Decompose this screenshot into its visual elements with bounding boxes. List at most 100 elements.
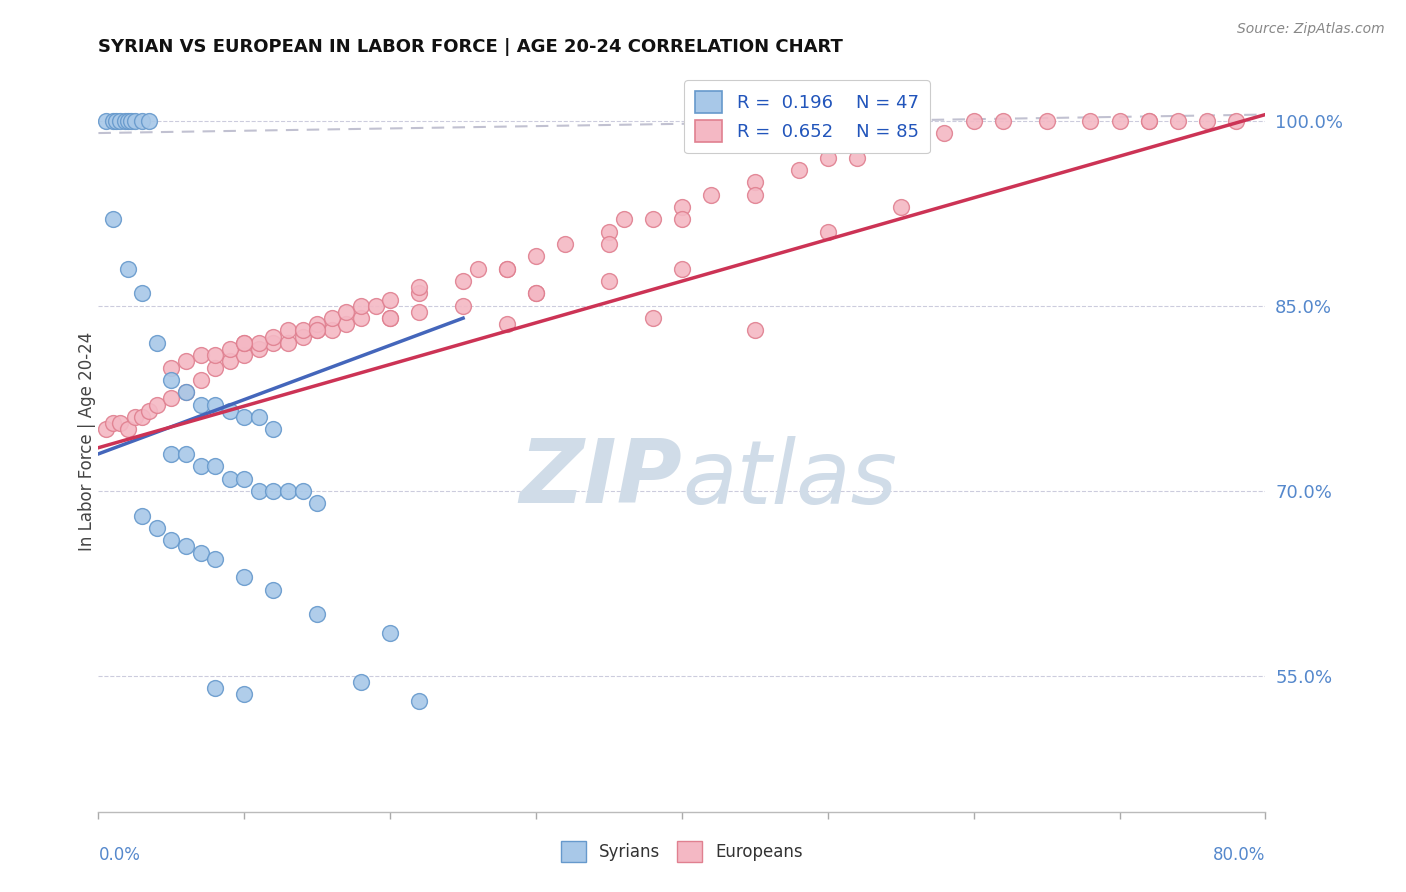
Text: SYRIAN VS EUROPEAN IN LABOR FORCE | AGE 20-24 CORRELATION CHART: SYRIAN VS EUROPEAN IN LABOR FORCE | AGE … — [98, 38, 844, 56]
Point — [131, 113, 153, 128]
Point — [1080, 113, 1102, 128]
Point — [408, 280, 430, 294]
Point — [671, 212, 693, 227]
Point — [277, 323, 299, 337]
Point — [496, 318, 519, 332]
Point — [350, 675, 373, 690]
Point — [131, 286, 153, 301]
Point — [890, 200, 912, 214]
Text: 0.0%: 0.0% — [98, 847, 141, 864]
Point — [174, 447, 197, 461]
Point — [218, 342, 240, 356]
Point — [124, 409, 146, 424]
Point — [277, 483, 299, 498]
Point — [598, 225, 620, 239]
Point — [94, 422, 117, 436]
Point — [263, 422, 285, 436]
Point — [247, 483, 270, 498]
Point — [787, 163, 810, 178]
Point — [174, 385, 197, 400]
Point — [233, 335, 256, 350]
Point — [104, 113, 127, 128]
Point — [131, 508, 153, 523]
Point — [524, 249, 547, 263]
Point — [233, 688, 256, 702]
Point — [846, 151, 869, 165]
Legend: Syrians, Europeans: Syrians, Europeans — [553, 833, 811, 870]
Point — [817, 151, 839, 165]
Point — [160, 360, 183, 375]
Point — [1108, 113, 1130, 128]
Point — [408, 286, 430, 301]
Point — [496, 261, 519, 276]
Point — [744, 175, 766, 190]
Point — [1197, 113, 1219, 128]
Point — [817, 225, 839, 239]
Point — [204, 397, 226, 411]
Point — [263, 329, 285, 343]
Point — [146, 397, 169, 411]
Point — [190, 348, 212, 362]
Point — [204, 459, 226, 474]
Point — [321, 323, 343, 337]
Point — [671, 261, 693, 276]
Point — [598, 274, 620, 288]
Point — [335, 318, 357, 332]
Point — [218, 471, 240, 485]
Point — [160, 392, 183, 406]
Text: ZIP: ZIP — [519, 435, 682, 522]
Point — [120, 113, 142, 128]
Point — [380, 311, 402, 326]
Point — [307, 496, 329, 510]
Point — [138, 403, 160, 417]
Point — [671, 200, 693, 214]
Text: atlas: atlas — [682, 435, 897, 522]
Point — [307, 323, 329, 337]
Point — [94, 113, 117, 128]
Point — [307, 318, 329, 332]
Point — [138, 113, 160, 128]
Point — [496, 261, 519, 276]
Point — [744, 323, 766, 337]
Point — [451, 299, 474, 313]
Point — [247, 335, 270, 350]
Point — [307, 323, 329, 337]
Point — [321, 311, 343, 326]
Point — [307, 607, 329, 622]
Point — [613, 212, 636, 227]
Point — [204, 360, 226, 375]
Point — [174, 540, 197, 554]
Point — [204, 681, 226, 696]
Point — [174, 354, 197, 368]
Point — [380, 311, 402, 326]
Point — [160, 373, 183, 387]
Point — [233, 471, 256, 485]
Point — [524, 286, 547, 301]
Point — [277, 335, 299, 350]
Point — [350, 299, 373, 313]
Point — [641, 311, 664, 326]
Point — [218, 403, 240, 417]
Point — [1137, 113, 1160, 128]
Point — [233, 348, 256, 362]
Point — [598, 237, 620, 252]
Point — [146, 335, 169, 350]
Point — [146, 521, 169, 535]
Point — [131, 409, 153, 424]
Point — [291, 483, 314, 498]
Point — [101, 416, 124, 430]
Point — [408, 305, 430, 319]
Point — [890, 132, 912, 146]
Point — [110, 416, 132, 430]
Point — [190, 459, 212, 474]
Point — [233, 335, 256, 350]
Point — [117, 113, 139, 128]
Point — [408, 694, 430, 708]
Point — [174, 385, 197, 400]
Point — [554, 237, 576, 252]
Point — [524, 286, 547, 301]
Point — [1225, 113, 1247, 128]
Point — [204, 348, 226, 362]
Y-axis label: In Labor Force | Age 20-24: In Labor Force | Age 20-24 — [79, 332, 96, 551]
Point — [160, 533, 183, 548]
